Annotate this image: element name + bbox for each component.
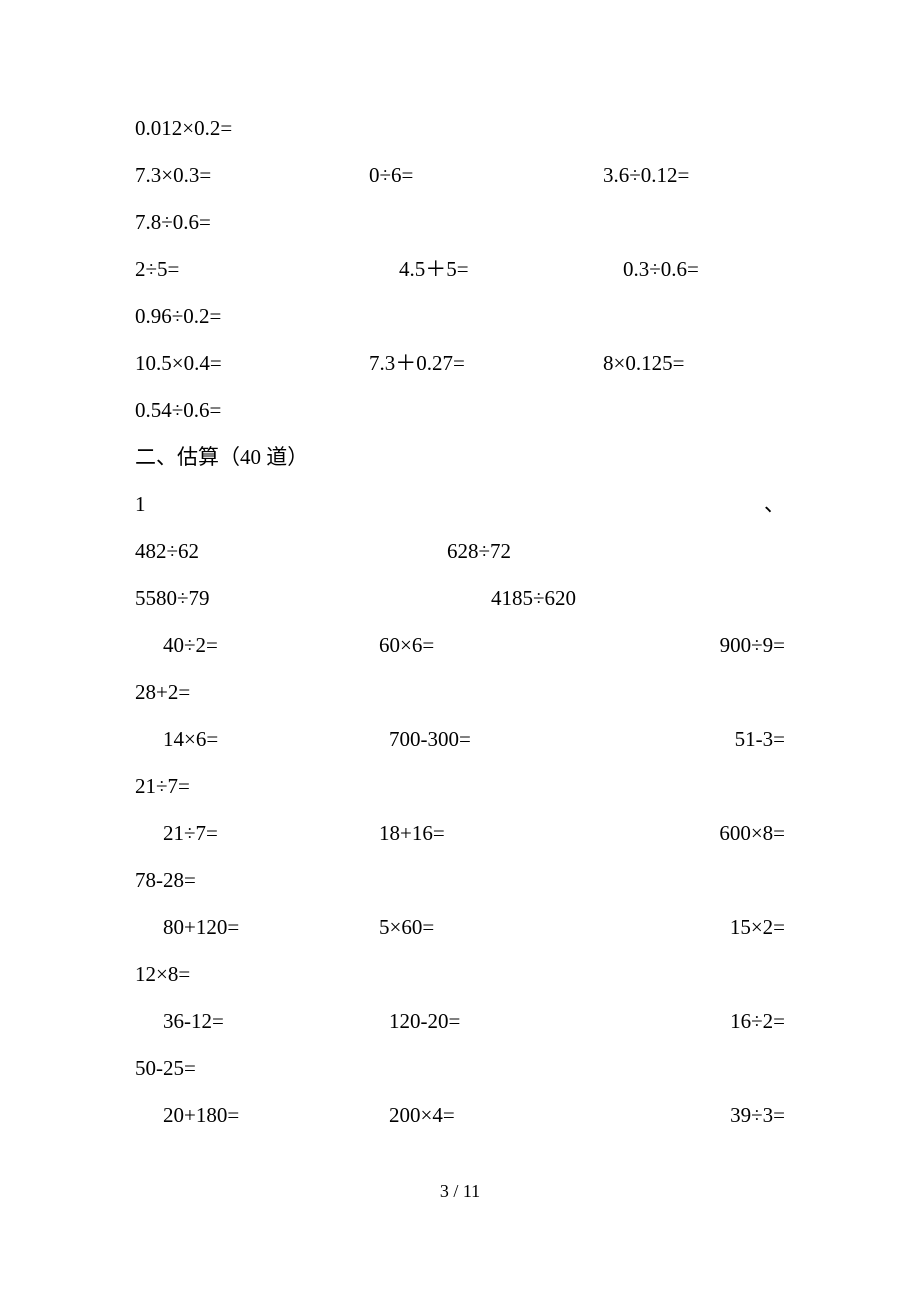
math-expr: 16÷2= [603,1011,785,1032]
math-row: 0.96÷0.2= [135,306,785,327]
math-row: 0.54÷0.6= [135,400,785,421]
math-expr: 5×60= [369,917,603,938]
math-expr: 0.96÷0.2= [135,306,785,327]
math-expr: 10.5×0.4= [135,353,369,374]
math-expr: 78-28= [135,870,785,891]
math-row: 12×8= [135,964,785,985]
math-expr: 60×6= [369,635,603,656]
page-content: 0.012×0.2= 7.3×0.3= 0÷6= 3.6÷0.12= 7.8÷0… [0,0,920,1126]
math-expr: 50-25= [135,1058,785,1079]
math-expr: 900÷9= [603,635,785,656]
math-expr: 2÷5= [135,259,369,280]
math-row: 7.3×0.3= 0÷6= 3.6÷0.12= [135,165,785,186]
math-row: 14×6= 700-300= 51-3= [135,729,785,750]
math-expr: 36-12= [135,1011,369,1032]
page-number: 3 / 11 [0,1181,920,1202]
math-expr: 600×8= [603,823,785,844]
math-expr: 21÷7= [135,776,785,797]
math-expr: 4185÷620 [421,588,785,609]
math-expr: 18+16= [369,823,603,844]
section-header: 二、估算（40 道） [135,447,785,468]
math-expr: 0.54÷0.6= [135,400,785,421]
math-expr: 8×0.125= [603,353,785,374]
math-row: 78-28= [135,870,785,891]
math-expr: 14×6= [135,729,369,750]
math-expr: 20+180= [135,1105,369,1126]
math-row: 20+180= 200×4= 39÷3= [135,1105,785,1126]
math-expr: 628÷72 [447,541,785,562]
math-expr: 40÷2= [135,635,369,656]
math-row: 0.012×0.2= [135,118,785,139]
math-expr: 7.8÷0.6= [135,212,785,233]
math-expr: 3.6÷0.12= [603,165,785,186]
math-row: 50-25= [135,1058,785,1079]
math-row: 36-12= 120-20= 16÷2= [135,1011,785,1032]
math-expr: 7.3×0.3= [135,165,369,186]
math-expr: 200×4= [369,1105,603,1126]
math-row: 7.8÷0.6= [135,212,785,233]
math-row: 80+120= 5×60= 15×2= [135,917,785,938]
math-expr: 15×2= [603,917,785,938]
math-expr: 4.5＋5= [369,259,603,280]
math-row: 21÷7= 18+16= 600×8= [135,823,785,844]
math-expr: 7.3＋0.27= [369,353,603,374]
math-expr: 51-3= [603,729,785,750]
math-expr: 0.3÷0.6= [603,259,785,280]
header-text: 二、估算（40 道） [135,447,785,468]
math-expr: 80+120= [135,917,369,938]
math-row: 482÷62 628÷72 [135,541,785,562]
math-expr: 120-20= [369,1011,603,1032]
math-row: 5580÷79 4185÷620 [135,588,785,609]
math-expr: 28+2= [135,682,785,703]
math-row: 40÷2= 60×6= 900÷9= [135,635,785,656]
math-expr: 5580÷79 [135,588,421,609]
math-expr: 21÷7= [135,823,369,844]
math-row: 2÷5= 4.5＋5= 0.3÷0.6= [135,259,785,280]
math-row: 10.5×0.4= 7.3＋0.27= 8×0.125= [135,353,785,374]
math-expr: 0.012×0.2= [135,118,785,139]
math-expr: 700-300= [369,729,603,750]
math-expr: 39÷3= [603,1105,785,1126]
math-row: 1 、 [135,494,785,515]
math-expr: 482÷62 [135,541,447,562]
math-row: 21÷7= [135,776,785,797]
math-row: 28+2= [135,682,785,703]
math-expr: 0÷6= [369,165,603,186]
math-expr: 12×8= [135,964,785,985]
list-number: 1 [135,494,146,515]
punct: 、 [764,494,785,515]
